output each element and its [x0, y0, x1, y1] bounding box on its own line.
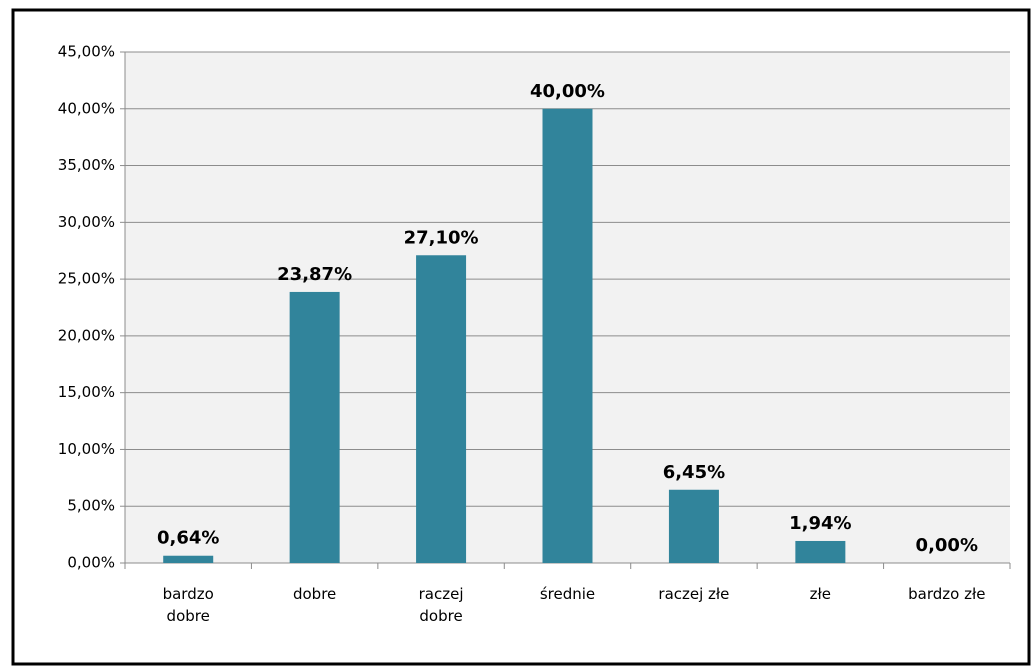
x-tick-label: złe	[809, 585, 832, 603]
bar	[668, 489, 719, 563]
y-tick-label: 5,00%	[67, 497, 115, 515]
data-label: 23,87%	[277, 264, 352, 285]
y-tick-label: 40,00%	[58, 99, 115, 117]
data-label: 0,00%	[916, 535, 978, 556]
x-tick-label: średnie	[539, 585, 596, 603]
y-tick-label: 30,00%	[58, 213, 115, 231]
bar	[289, 291, 340, 563]
y-tick-label: 35,00%	[58, 156, 115, 174]
bar	[416, 255, 467, 563]
y-tick-label: 15,00%	[58, 383, 115, 401]
y-tick-label: 25,00%	[58, 270, 115, 288]
y-tick-label: 10,00%	[58, 440, 115, 458]
y-tick-label: 0,00%	[67, 554, 115, 572]
x-tick-label: dobre	[292, 585, 337, 603]
bar	[163, 555, 214, 563]
x-tick-label: raczej dobre	[418, 585, 464, 625]
y-tick-label: 45,00%	[58, 43, 115, 61]
data-label: 27,10%	[404, 227, 479, 248]
data-label: 1,94%	[789, 513, 851, 534]
bar	[542, 108, 593, 564]
data-label: 40,00%	[530, 81, 605, 102]
bar	[795, 540, 846, 563]
x-tick-label: bardzo dobre	[162, 585, 214, 625]
y-tick-label: 20,00%	[58, 326, 115, 344]
data-label: 0,64%	[157, 528, 219, 549]
data-label: 6,45%	[663, 462, 725, 483]
x-tick-label: bardzo złe	[908, 585, 986, 603]
x-tick-label: raczej złe	[658, 585, 730, 603]
